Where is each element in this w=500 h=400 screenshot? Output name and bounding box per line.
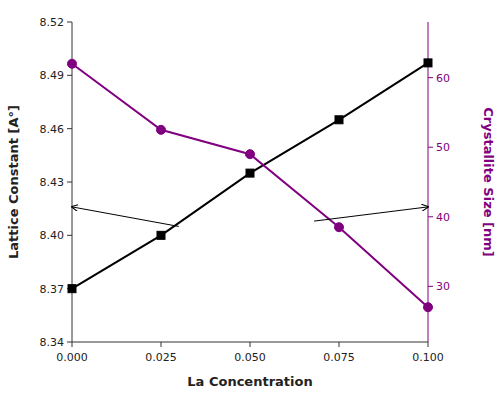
y2-tick	[428, 286, 433, 287]
chart: 0.000 0.025 0.050 0.075 0.100 8.34 8.37 8.40 8.4…	[0, 0, 500, 400]
y2-tick	[428, 216, 433, 217]
annotation-arrow	[314, 207, 428, 221]
series-marker	[335, 223, 344, 232]
x-tick	[428, 342, 429, 347]
y-tick-label: 8.37	[40, 283, 65, 296]
x-tick	[250, 342, 251, 347]
y-tick-label: 8.43	[40, 176, 65, 189]
x-tick-label: 0.050	[234, 351, 266, 364]
x-tick	[72, 342, 73, 347]
x-tick-label: 0.025	[145, 351, 177, 364]
y-tick	[67, 22, 72, 23]
series-marker	[246, 169, 254, 177]
y-tick	[67, 75, 72, 76]
series-line	[72, 64, 428, 307]
y2-axis-label: Crystallite Size [nm]	[481, 107, 496, 257]
y-tick	[67, 182, 72, 183]
y-axis-label: Lattice Constant [A°]	[6, 105, 21, 259]
series-marker	[68, 285, 76, 293]
y2-tick-label: 30	[436, 280, 450, 293]
series-marker	[68, 59, 77, 68]
y-tick-label: 8.40	[40, 229, 65, 242]
y2-tick-label: 60	[436, 72, 450, 85]
plot-area	[68, 59, 433, 312]
series-marker	[246, 150, 255, 159]
annotation-arrow	[72, 207, 179, 227]
y-tick	[67, 342, 72, 343]
y2-tick	[428, 77, 433, 78]
y-tick	[67, 235, 72, 236]
x-tick	[339, 342, 340, 347]
series-line	[72, 63, 428, 289]
series-marker	[424, 59, 432, 67]
series-marker	[424, 303, 433, 312]
series-marker	[157, 231, 165, 239]
y2-axis-line	[428, 22, 429, 342]
y-tick-label: 8.52	[40, 16, 65, 29]
y-tick-label: 8.34	[40, 336, 65, 349]
y2-tick-label: 40	[436, 211, 450, 224]
x-tick-label: 0.100	[412, 351, 444, 364]
y2-tick	[428, 147, 433, 148]
x-tick-label: 0.075	[323, 351, 355, 364]
series-marker	[335, 116, 343, 124]
y2-tick-label: 50	[436, 141, 450, 154]
y-tick-label: 8.46	[40, 123, 65, 136]
x-axis-label: La Concentration	[187, 374, 312, 389]
x-tick	[161, 342, 162, 347]
series-marker	[157, 125, 166, 134]
y-tick-label: 8.49	[40, 69, 65, 82]
x-tick-label: 0.000	[56, 351, 88, 364]
y-tick	[67, 128, 72, 129]
